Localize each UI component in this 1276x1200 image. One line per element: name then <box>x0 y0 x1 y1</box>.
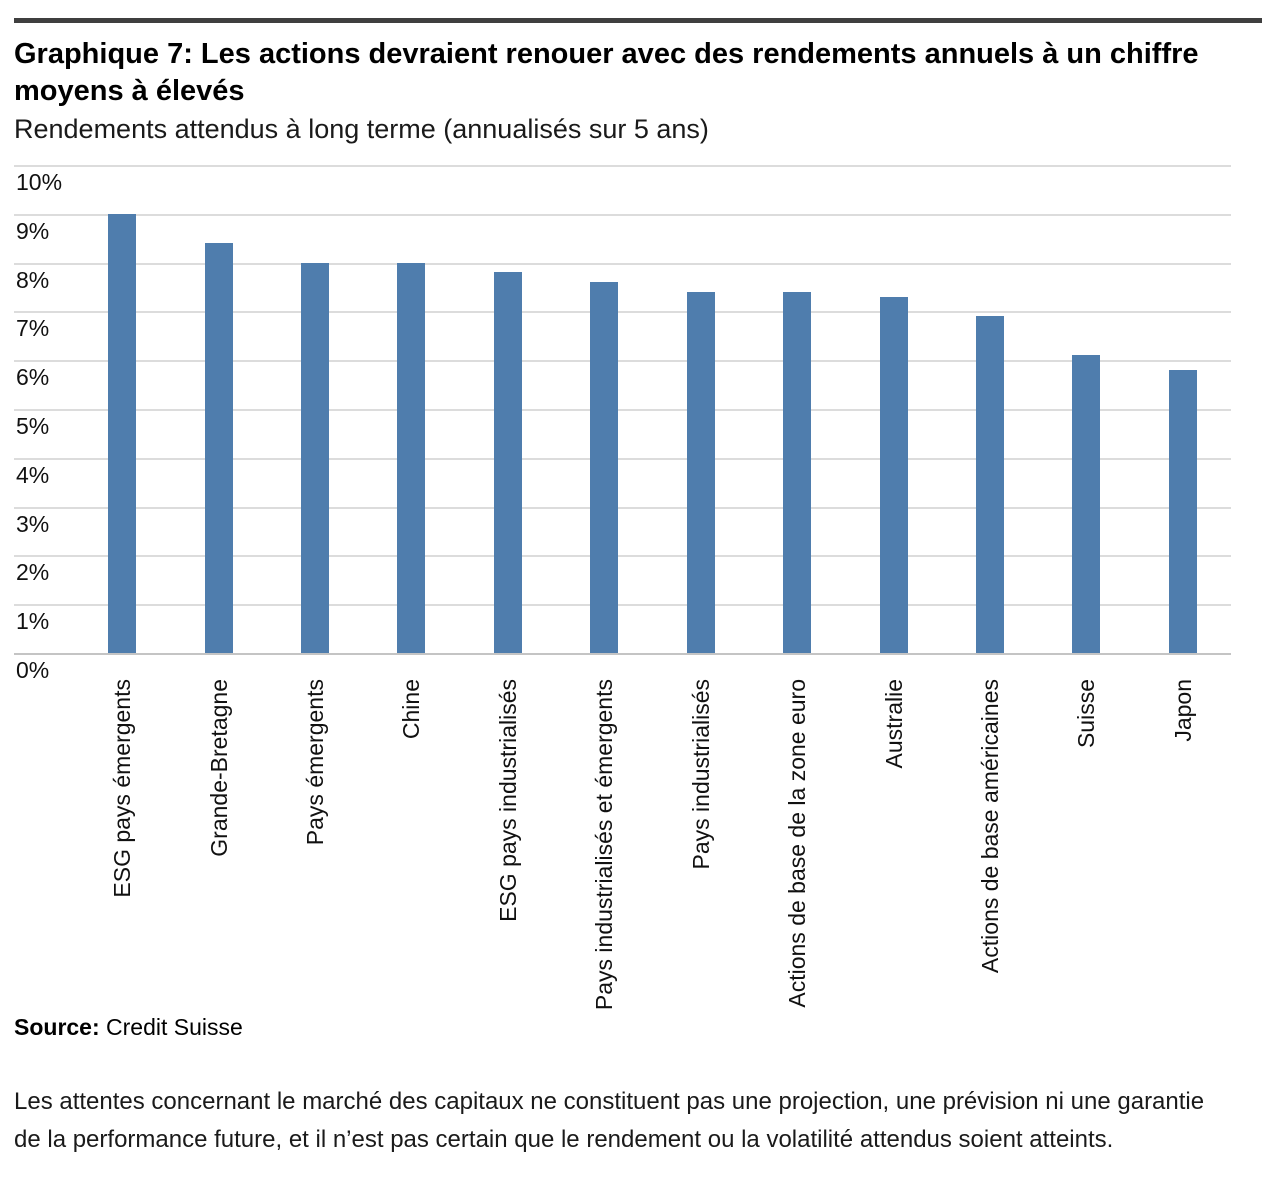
bar-chart: 10% 9% 8% 7% 6% 5% 4% 3% 2% 1% 0% ESG pays émergen… <box>14 165 1231 1010</box>
x-axis-label-cell: Chine <box>363 653 459 1001</box>
x-axis-label-cell: ESG pays émergents <box>74 653 170 1001</box>
source-text: Credit Suisse <box>106 1014 243 1040</box>
bar <box>108 213 137 653</box>
y-tick-label: 8% <box>16 266 50 293</box>
chart-subtitle: Rendements attendus à long terme (annual… <box>14 114 709 144</box>
bar-slot <box>1135 165 1231 653</box>
bar-slot <box>942 165 1038 653</box>
bar-slot <box>74 165 170 653</box>
x-axis-label: Japon <box>1169 679 1196 742</box>
x-axis-label: Actions de base de la zone euro <box>784 679 811 1008</box>
x-axis-labels: ESG pays émergents Grande-Bretagne Pays ém… <box>74 653 1231 1010</box>
y-tick-label: 2% <box>16 559 50 586</box>
bar <box>879 296 908 653</box>
x-axis-label: Pays industrialisés et émergents <box>591 679 618 1011</box>
chart-plot-area: 10% 9% 8% 7% 6% 5% 4% 3% 2% 1% 0% <box>14 165 1231 682</box>
x-axis-label: Suisse <box>1073 679 1100 749</box>
bar <box>686 291 715 653</box>
bar <box>493 272 522 653</box>
x-axis-label: ESG pays industrialisés <box>494 679 521 922</box>
bar <box>397 262 426 653</box>
y-tick-label: 5% <box>16 413 50 439</box>
x-axis-label-cell: Suisse <box>1038 653 1134 1001</box>
y-tick-label: 1% <box>16 608 50 635</box>
x-axis-label-cell: Pays émergents <box>267 653 363 1001</box>
y-tick-label: 4% <box>16 461 50 488</box>
bar <box>204 243 233 653</box>
bar-slot <box>556 165 652 653</box>
y-tick-label: 10% <box>16 169 63 195</box>
y-tick-label: 6% <box>16 364 50 391</box>
x-axis-label: ESG pays émergents <box>109 679 136 898</box>
bar <box>1168 369 1197 653</box>
bar <box>783 291 812 653</box>
gridline <box>14 604 1231 607</box>
bar <box>301 262 330 653</box>
gridline <box>14 360 1231 363</box>
y-tick-label: 0% <box>16 657 50 683</box>
bar-slot <box>460 165 556 653</box>
y-tick-label: 7% <box>16 315 50 342</box>
x-axis-label-cell: ESG pays industrialisés <box>460 653 556 1001</box>
y-tick-label: 9% <box>16 217 50 244</box>
bar-slot <box>1038 165 1134 653</box>
x-axis-label: Pays émergents <box>302 679 329 846</box>
bar <box>976 316 1004 653</box>
bar <box>1072 355 1101 653</box>
chart-title: Graphique 7: Les actions devraient renou… <box>14 38 1199 107</box>
source-label: Source: <box>14 1014 100 1040</box>
bar-slot <box>363 165 459 653</box>
top-divider-rule <box>14 18 1262 23</box>
y-tick-label: 3% <box>16 510 50 537</box>
bar-slot <box>749 165 845 653</box>
gridline <box>14 213 1231 216</box>
bar-slot <box>170 165 266 653</box>
x-axis-label-cell: Actions de base de la zone euro <box>749 653 845 1008</box>
gridline <box>14 165 1231 167</box>
x-axis-label: Chine <box>398 679 425 740</box>
gridline <box>14 457 1231 460</box>
bar-slot <box>267 165 363 653</box>
bar-slot <box>653 165 749 653</box>
x-axis-label: Pays industrialisés <box>687 679 714 870</box>
gridline <box>14 555 1231 558</box>
x-axis-label: Australie <box>880 679 907 769</box>
x-axis-label-cell: Pays industrialisés <box>653 653 749 1001</box>
chart-bars <box>74 165 1231 653</box>
x-axis-label-cell: Australie <box>845 653 941 1001</box>
x-axis-label: Actions de base américaines <box>977 679 1003 974</box>
gridline <box>14 506 1231 509</box>
x-axis-label-cell: Pays industrialisés et émergents <box>556 653 652 1010</box>
x-axis-label-cell: Grande-Bretagne <box>170 653 266 1001</box>
source-line: Source: Credit Suisse <box>14 1013 1262 1041</box>
gridline <box>14 653 1231 655</box>
disclaimer-text: Les attentes concernant le marché des ca… <box>14 1088 1205 1153</box>
bar <box>590 282 619 653</box>
gridline <box>14 409 1231 411</box>
bar-slot <box>845 165 941 653</box>
x-axis-label-cell: Japon <box>1135 653 1231 1001</box>
gridline <box>14 262 1231 265</box>
x-axis-label: Grande-Bretagne <box>205 679 232 857</box>
gridline <box>14 311 1231 314</box>
x-axis-label-cell: Actions de base américaines <box>942 653 1038 1001</box>
